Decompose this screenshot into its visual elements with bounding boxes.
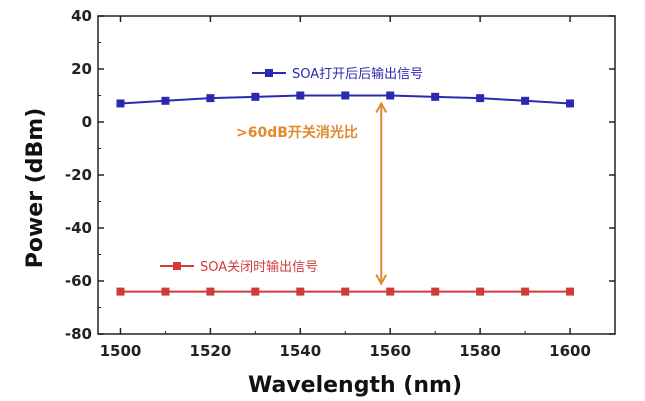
- data-point: [476, 94, 485, 103]
- legend-marker: [265, 69, 273, 77]
- x-tick-label: 1560: [369, 342, 411, 360]
- data-point: [251, 92, 260, 101]
- data-point: [206, 94, 215, 103]
- data-point: [431, 287, 440, 296]
- series-2: [116, 287, 575, 296]
- data-point: [116, 287, 125, 296]
- data-point: [341, 287, 350, 296]
- data-point: [161, 96, 170, 105]
- legend-label: SOA打开后后输出信号: [292, 66, 423, 82]
- extinction-ratio-annotation: >60dB开关消光比: [236, 124, 358, 141]
- data-point: [566, 99, 575, 108]
- x-tick-label: 1600: [549, 342, 591, 360]
- arrowhead-up: [375, 101, 388, 113]
- plot-area: [97, 15, 616, 335]
- data-point: [341, 91, 350, 100]
- data-point: [116, 99, 125, 108]
- data-point: [521, 96, 530, 105]
- x-axis-label: Wavelength (nm): [248, 373, 462, 398]
- legend-entry-1: SOA打开后后输出信号: [252, 66, 423, 82]
- y-tick-label: -20: [65, 166, 92, 184]
- x-tick-label: 1500: [100, 342, 142, 360]
- data-point: [386, 91, 395, 100]
- legend-label: SOA关闭时输出信号: [200, 259, 318, 275]
- x-tick-label: 1580: [459, 342, 501, 360]
- data-point: [296, 287, 305, 296]
- data-point: [296, 91, 305, 100]
- data-point: [206, 287, 215, 296]
- data-point: [251, 287, 260, 296]
- x-tick-label: 1520: [190, 342, 232, 360]
- data-point: [521, 287, 530, 296]
- data-point: [386, 287, 395, 296]
- data-point: [431, 92, 440, 101]
- series-1: [116, 91, 575, 108]
- arrowhead-down: [375, 274, 388, 286]
- legend-marker: [173, 262, 181, 270]
- y-tick-label: -60: [65, 272, 92, 290]
- y-tick-label: -80: [65, 325, 92, 343]
- y-tick-label: -40: [65, 219, 92, 237]
- data-point: [566, 287, 575, 296]
- data-point: [161, 287, 170, 296]
- y-tick-label: 40: [71, 7, 92, 25]
- legend-entry-2: SOA关闭时输出信号: [160, 259, 318, 275]
- x-tick-label: 1540: [279, 342, 321, 360]
- y-tick-label: 20: [71, 60, 92, 78]
- y-axis-label: Power (dBm): [23, 108, 48, 269]
- y-tick-label: 0: [82, 113, 92, 131]
- data-point: [476, 287, 485, 296]
